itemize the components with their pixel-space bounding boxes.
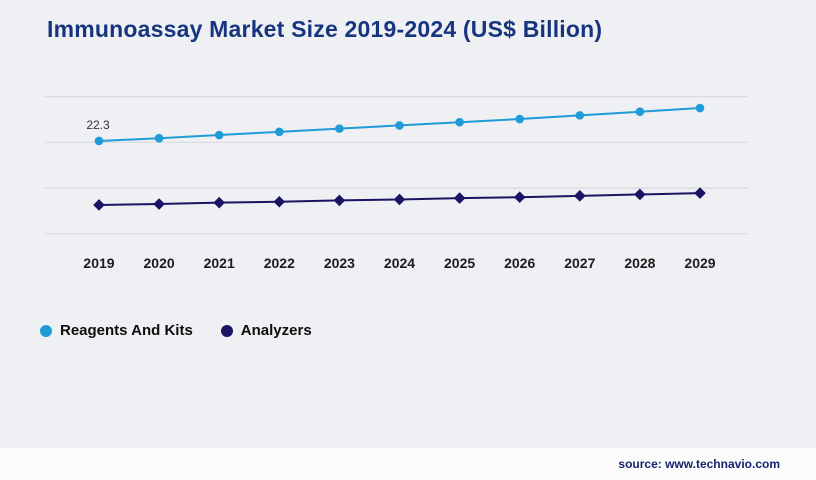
x-axis-label: 2020: [144, 255, 175, 271]
data-point: [153, 198, 165, 210]
data-point: [275, 127, 284, 137]
chart-legend: Reagents And Kits Analyzers: [40, 322, 312, 339]
data-point: [455, 117, 464, 127]
x-axis-label: 2024: [384, 255, 415, 271]
x-axis-label: 2023: [324, 255, 355, 271]
x-axis-label: 2021: [204, 255, 235, 271]
chart-title: Immunoassay Market Size 2019-2024 (US$ B…: [47, 16, 603, 42]
data-point: [93, 199, 105, 211]
legend-label-reagents: Reagents And Kits: [60, 322, 193, 339]
analyzers-legend-dot-icon: [220, 324, 233, 337]
data-point: [515, 114, 524, 124]
data-point: [575, 111, 585, 120]
data-point: [335, 124, 344, 133]
data-point: [453, 192, 466, 204]
data-point: [695, 103, 705, 113]
legend-item-reagents: Reagents And Kits: [40, 322, 193, 339]
data-point: [395, 121, 404, 130]
data-point: [574, 190, 586, 202]
data-point: [214, 130, 224, 140]
data-point: [513, 191, 526, 203]
source-attribution: source: www.technavio.com: [618, 457, 780, 471]
data-point: [213, 196, 225, 209]
data-point: [154, 133, 164, 143]
data-point: [273, 195, 286, 208]
legend-label-analyzers: Analyzers: [240, 322, 312, 339]
x-axis-label: 2022: [264, 255, 295, 271]
legend-item-analyzers: Analyzers: [220, 322, 312, 339]
line-chart: 22.3 2019 2020 2021 2022 2023 2024 2025 2026 2027…: [45, 95, 748, 271]
data-point: [635, 107, 645, 117]
data-point: [393, 193, 406, 206]
x-axis-label: 2026: [504, 255, 535, 271]
x-axis-label: 2028: [624, 255, 655, 271]
x-axis-label: 2029: [684, 255, 715, 271]
data-point: [694, 187, 706, 199]
data-point: [333, 194, 346, 207]
footer: source: www.technavio.com: [0, 448, 816, 480]
x-axis-label: 2025: [444, 255, 475, 271]
x-axis-label: 2027: [564, 255, 595, 271]
data-point: [634, 188, 646, 201]
reagents-legend-dot-icon: [40, 324, 52, 337]
x-axis-label: 2019: [83, 255, 114, 271]
data-point: [94, 136, 104, 146]
point-label: 22.3: [86, 118, 110, 132]
